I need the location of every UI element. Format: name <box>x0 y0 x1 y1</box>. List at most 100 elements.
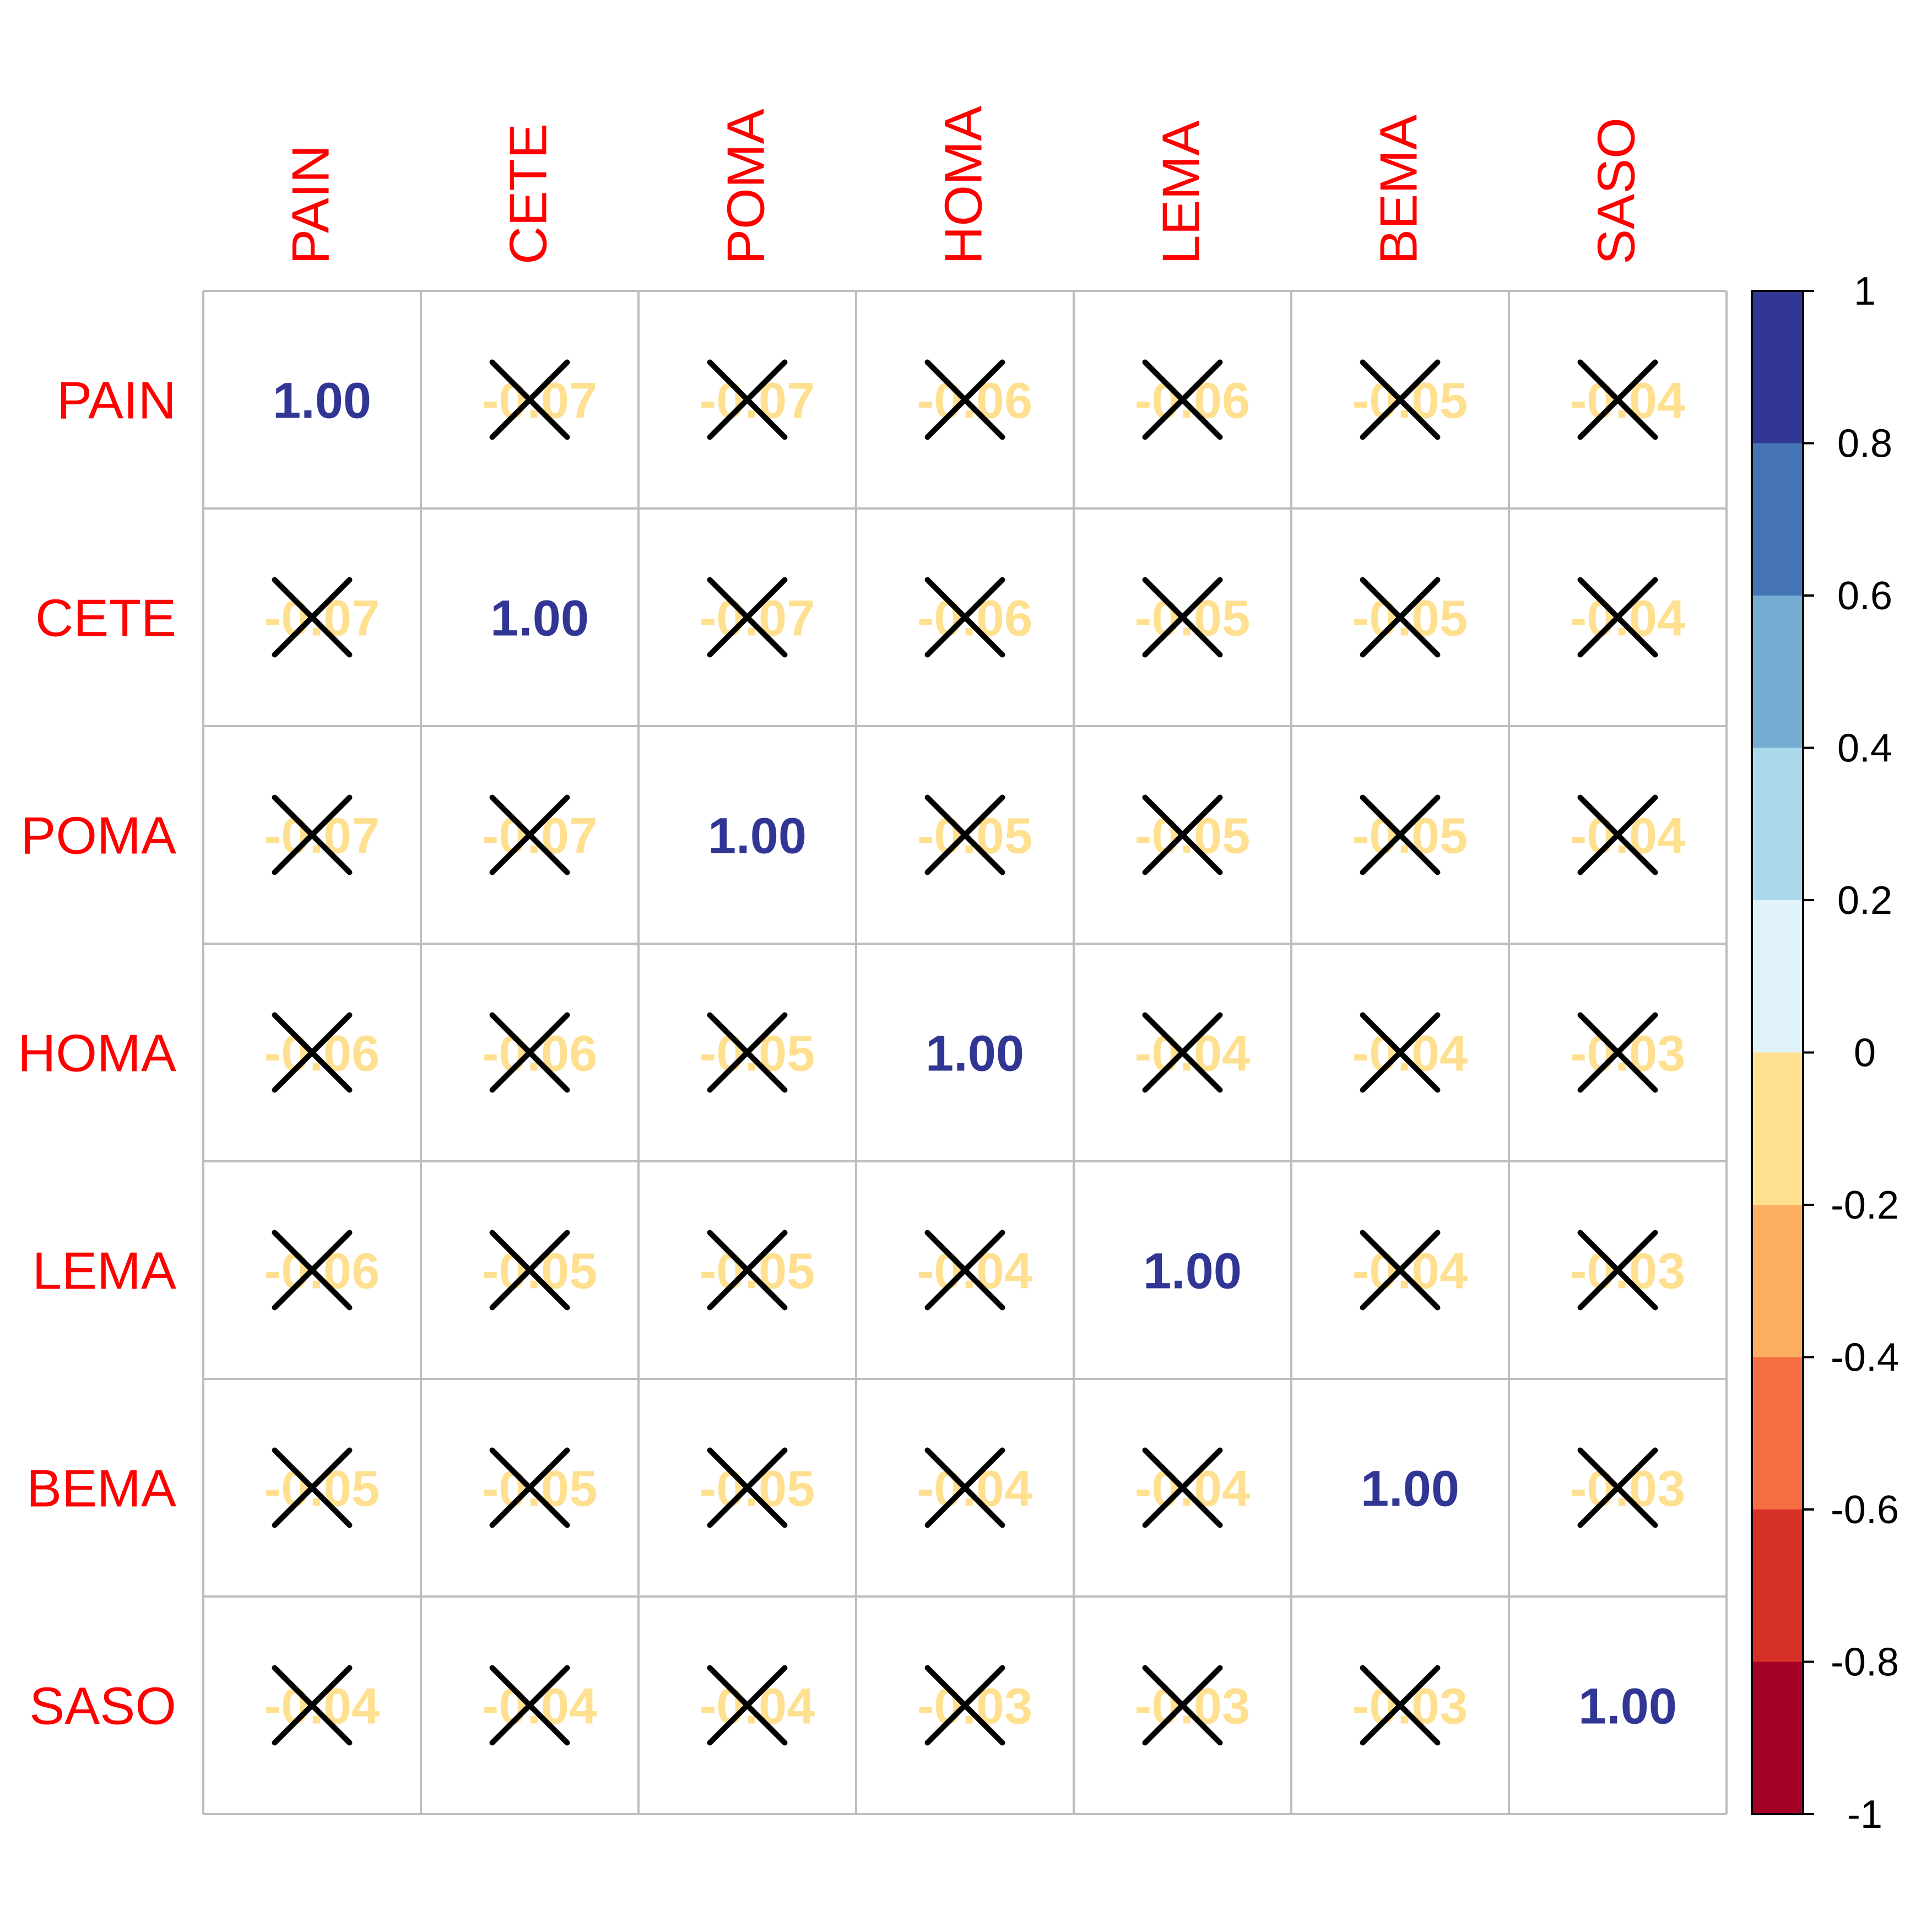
cross-mark-line <box>489 359 570 440</box>
cell-value: -0.03 <box>1570 1461 1686 1517</box>
cross-mark-line <box>272 1012 353 1093</box>
cell-value: 1.00 <box>926 1026 1024 1082</box>
column-label-poma: POMA <box>717 109 776 264</box>
legend-tick-label: 0.4 <box>1837 727 1892 771</box>
cross-mark-line <box>1142 359 1223 440</box>
cell-value: -0.05 <box>482 1243 598 1300</box>
cell-value: -0.05 <box>1352 373 1468 429</box>
cell-value: 1.00 <box>490 591 589 647</box>
cell-value: -0.04 <box>917 1243 1033 1300</box>
cross-mark-line <box>1577 794 1658 875</box>
cross-mark-line <box>1577 359 1658 440</box>
cell-value: -0.03 <box>1570 1026 1686 1082</box>
cross-mark-line <box>1360 1012 1441 1093</box>
cell-value: -0.06 <box>1135 373 1251 429</box>
cell-value: -0.05 <box>1352 591 1468 647</box>
cross-mark-line <box>1577 577 1658 658</box>
cell-value: -0.07 <box>264 808 380 864</box>
color-legend: 1 0.8 0.6 0.4 0.2 0 -0.2 -0.4 -0.6 -0.8 -1 <box>1751 269 1899 1837</box>
legend-tick-label: 0 <box>1854 1031 1876 1075</box>
cell-value: -0.04 <box>917 1461 1033 1517</box>
legend-tick-label: -0.2 <box>1831 1183 1899 1227</box>
cell-value: -0.05 <box>700 1026 815 1082</box>
row-label-cete: CETE <box>35 589 176 648</box>
cell-value: -0.04 <box>1570 808 1686 864</box>
column-label-saso: SASO <box>1587 117 1646 264</box>
cell-value: 1.00 <box>1361 1461 1459 1517</box>
cell-value: -0.06 <box>917 373 1033 429</box>
cell-value: -0.04 <box>1352 1026 1468 1082</box>
cell-value: -0.07 <box>482 373 598 429</box>
legend-color-bin <box>1752 1509 1803 1662</box>
cell-value: -0.05 <box>700 1461 815 1517</box>
cross-mark-line <box>1360 359 1441 440</box>
cell-value: -0.07 <box>264 591 380 647</box>
cell-value: -0.06 <box>264 1026 380 1082</box>
cross-mark-line <box>272 1665 353 1746</box>
cross-mark-line <box>707 1230 788 1311</box>
row-labels: PAIN CETE POMA HOMA LEMA BEMA SASO <box>18 371 176 1736</box>
row-label-saso: SASO <box>29 1677 176 1736</box>
column-label-homa: HOMA <box>934 106 993 264</box>
cell-value: -0.03 <box>1135 1679 1251 1735</box>
column-label-pain: PAIN <box>282 145 340 264</box>
cell-value: -0.07 <box>482 808 598 864</box>
cross-mark-line <box>489 1230 570 1311</box>
column-labels: PAIN CETE POMA HOMA LEMA BEMA SASO <box>282 106 1646 264</box>
cell-value: -0.05 <box>700 1243 815 1300</box>
cell-value: -0.04 <box>700 1679 815 1735</box>
cell-value: -0.06 <box>264 1243 380 1300</box>
legend-color-bin <box>1752 443 1803 596</box>
cell-value: 1.00 <box>1143 1243 1242 1300</box>
cell-value: -0.05 <box>1352 808 1468 864</box>
row-label-pain: PAIN <box>57 371 176 430</box>
cell-value: -0.06 <box>917 591 1033 647</box>
legend-color-bin <box>1752 291 1803 443</box>
cross-mark-line <box>1142 794 1223 875</box>
cell-value: -0.04 <box>1570 373 1686 429</box>
cross-mark-line <box>707 1012 788 1093</box>
cell-value: -0.04 <box>482 1679 598 1735</box>
cross-mark-line <box>272 1447 353 1528</box>
cross-mark-line <box>272 794 353 875</box>
cross-mark-line <box>1360 794 1441 875</box>
legend-color-bin <box>1752 900 1803 1053</box>
cross-mark-line <box>707 1447 788 1528</box>
cross-mark-line <box>1142 577 1223 658</box>
cross-mark-line <box>1142 1665 1223 1746</box>
cell-value: -0.03 <box>1352 1679 1468 1735</box>
row-label-poma: POMA <box>20 807 176 865</box>
legend-color-bin <box>1752 596 1803 748</box>
cell-value: -0.06 <box>482 1026 598 1082</box>
cell-value: -0.05 <box>264 1461 380 1517</box>
cross-mark-line <box>924 1665 1005 1746</box>
cell-value: -0.05 <box>482 1461 598 1517</box>
cross-mark-line <box>1142 1447 1223 1528</box>
legend-color-bin <box>1752 1662 1803 1815</box>
cell-value: -0.03 <box>1570 1243 1686 1300</box>
cell-value: -0.05 <box>1135 591 1251 647</box>
column-label-cete: CETE <box>499 123 558 264</box>
cross-mark-line <box>924 794 1005 875</box>
legend-color-bin <box>1752 748 1803 901</box>
cell-value: -0.04 <box>1135 1461 1251 1517</box>
cross-mark-line <box>1577 1230 1658 1311</box>
cell-value: -0.05 <box>917 808 1033 864</box>
matrix-cells: 1.00 -0.07 -0.07 -0.06 -0.06 -0.05 -0.04 -0.07 1… <box>264 359 1686 1746</box>
cross-mark-line <box>707 1665 788 1746</box>
cross-mark-line <box>489 1447 570 1528</box>
cell-value: 1.00 <box>273 373 371 429</box>
cross-mark-line <box>924 1230 1005 1311</box>
cell-value: -0.03 <box>917 1679 1033 1735</box>
cross-mark-line <box>489 794 570 875</box>
row-label-lema: LEMA <box>33 1242 176 1301</box>
legend-tick-label: 0.2 <box>1837 879 1892 923</box>
matrix-grid <box>202 290 1728 1815</box>
cross-mark-line <box>707 577 788 658</box>
cross-mark-line <box>272 577 353 658</box>
cross-mark-line <box>272 1230 353 1311</box>
cell-value: -0.04 <box>1352 1243 1468 1300</box>
column-label-lema: LEMA <box>1152 121 1211 264</box>
row-label-homa: HOMA <box>18 1024 176 1083</box>
